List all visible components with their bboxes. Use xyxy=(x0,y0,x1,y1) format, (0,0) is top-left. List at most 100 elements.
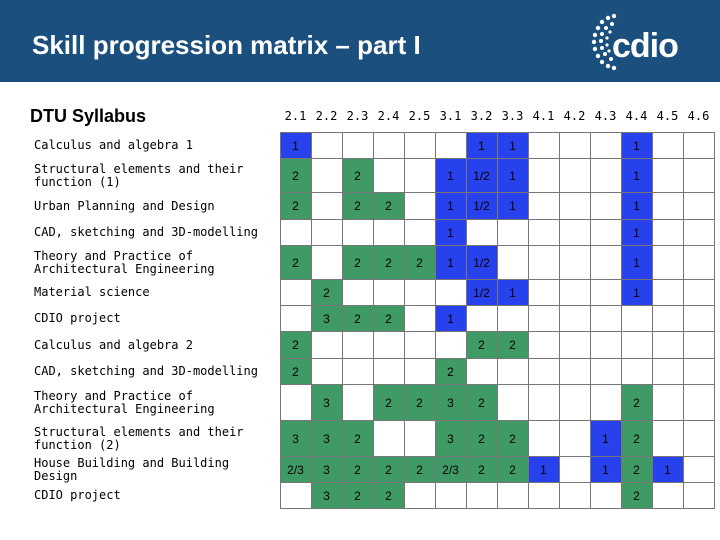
course-label: CAD, sketching and 3D-modelling xyxy=(34,364,258,378)
matrix-cell xyxy=(558,456,591,483)
matrix-cell xyxy=(682,384,715,421)
matrix-cell xyxy=(527,358,560,385)
matrix-cell xyxy=(341,132,374,159)
matrix-cell xyxy=(589,219,622,246)
matrix-cell xyxy=(558,132,591,159)
matrix-cell xyxy=(527,219,560,246)
matrix-cell: 3 xyxy=(310,482,343,509)
matrix-cell: 2 xyxy=(496,420,529,457)
matrix-cell xyxy=(434,331,467,359)
matrix-cell: 2 xyxy=(372,245,405,280)
table-row: CAD, sketching and 3D-modelling 2 2 xyxy=(30,358,715,385)
matrix-cell: 2 xyxy=(620,384,653,421)
matrix-cell: 1 xyxy=(496,132,529,159)
course-label: CAD, sketching and 3D-modelling xyxy=(34,225,258,239)
matrix-cell: 2 xyxy=(465,384,498,421)
matrix-cell xyxy=(403,192,436,220)
matrix-cell xyxy=(434,279,467,306)
matrix-cell: 2 xyxy=(310,279,343,306)
matrix-cell xyxy=(682,219,715,246)
matrix-cell: 3 xyxy=(310,456,343,483)
matrix-cell xyxy=(279,384,312,421)
matrix-cell xyxy=(341,384,374,421)
matrix-cell xyxy=(651,358,684,385)
column-header: 3.3 xyxy=(501,109,524,123)
matrix-cell: 1/2 xyxy=(465,279,498,306)
column-header: 2.2 xyxy=(315,109,338,123)
column-header: 2.5 xyxy=(408,109,431,123)
logo-text: cdio xyxy=(612,27,679,65)
matrix-cell: 1 xyxy=(465,132,498,159)
matrix-cell xyxy=(527,192,560,220)
matrix-cell: 2 xyxy=(372,482,405,509)
column-header: 3.1 xyxy=(439,109,462,123)
matrix-cell: 2 xyxy=(465,420,498,457)
matrix-cell: 1 xyxy=(434,192,467,220)
matrix-cell xyxy=(558,279,591,306)
matrix-cell xyxy=(589,358,622,385)
matrix-cell: 2 xyxy=(372,305,405,332)
matrix-cell xyxy=(310,158,343,193)
matrix-cell xyxy=(434,482,467,509)
matrix-cell: 1 xyxy=(651,456,684,483)
matrix-cell xyxy=(341,331,374,359)
matrix-cell: 1 xyxy=(589,420,622,457)
matrix-cell xyxy=(279,219,312,246)
matrix-cell xyxy=(558,219,591,246)
matrix-cell xyxy=(465,358,498,385)
matrix-cell xyxy=(496,245,529,280)
matrix-cell xyxy=(403,331,436,359)
matrix-cell: 2 xyxy=(341,158,374,193)
column-header: 4.5 xyxy=(656,109,679,123)
matrix-cell xyxy=(279,305,312,332)
table-row: Theory and Practice of Architectural Eng… xyxy=(30,384,715,421)
matrix-cell xyxy=(589,305,622,332)
matrix-cell xyxy=(527,331,560,359)
matrix-cell xyxy=(372,420,405,457)
matrix-cell xyxy=(651,279,684,306)
matrix-cell xyxy=(651,219,684,246)
matrix-cell xyxy=(620,358,653,385)
matrix-cell xyxy=(434,132,467,159)
matrix-cell xyxy=(682,192,715,220)
matrix-cell xyxy=(403,420,436,457)
matrix-cell: 1 xyxy=(620,245,653,280)
matrix-cell: 1 xyxy=(620,158,653,193)
column-header: 4.3 xyxy=(594,109,617,123)
matrix-cell xyxy=(682,482,715,509)
matrix-cell: 1 xyxy=(434,305,467,332)
matrix-cell: 1 xyxy=(434,219,467,246)
matrix-cell xyxy=(589,192,622,220)
matrix-cell xyxy=(465,305,498,332)
table-row: CDIO project 3 2 2 2 xyxy=(30,482,715,509)
cdio-logo: cdio xyxy=(590,10,690,74)
matrix-cell xyxy=(589,331,622,359)
matrix-cell xyxy=(682,420,715,457)
matrix-cell: 2 xyxy=(372,456,405,483)
matrix-cell xyxy=(372,279,405,306)
column-header: 4.2 xyxy=(563,109,586,123)
matrix-cell xyxy=(527,420,560,457)
matrix-cell: 2 xyxy=(465,456,498,483)
matrix-cell xyxy=(527,482,560,509)
matrix-cell xyxy=(682,358,715,385)
column-header: 2.1 xyxy=(284,109,307,123)
matrix-cell xyxy=(279,482,312,509)
matrix-cell: 3 xyxy=(310,305,343,332)
course-label: Structural elements and their function (… xyxy=(34,424,244,452)
matrix-cell: 3 xyxy=(434,384,467,421)
column-header: 4.6 xyxy=(687,109,710,123)
matrix-cell xyxy=(465,482,498,509)
column-header: 4.1 xyxy=(532,109,555,123)
matrix-cell xyxy=(589,482,622,509)
matrix-cell: 2 xyxy=(341,420,374,457)
matrix-cell: 2 xyxy=(372,384,405,421)
matrix-cell: 2 xyxy=(279,158,312,193)
matrix-cell xyxy=(403,158,436,193)
matrix-cell xyxy=(589,245,622,280)
matrix-cell xyxy=(589,132,622,159)
column-header: 2.3 xyxy=(346,109,369,123)
course-label: Material science xyxy=(34,285,150,299)
matrix-cell xyxy=(403,358,436,385)
matrix-cell xyxy=(682,158,715,193)
